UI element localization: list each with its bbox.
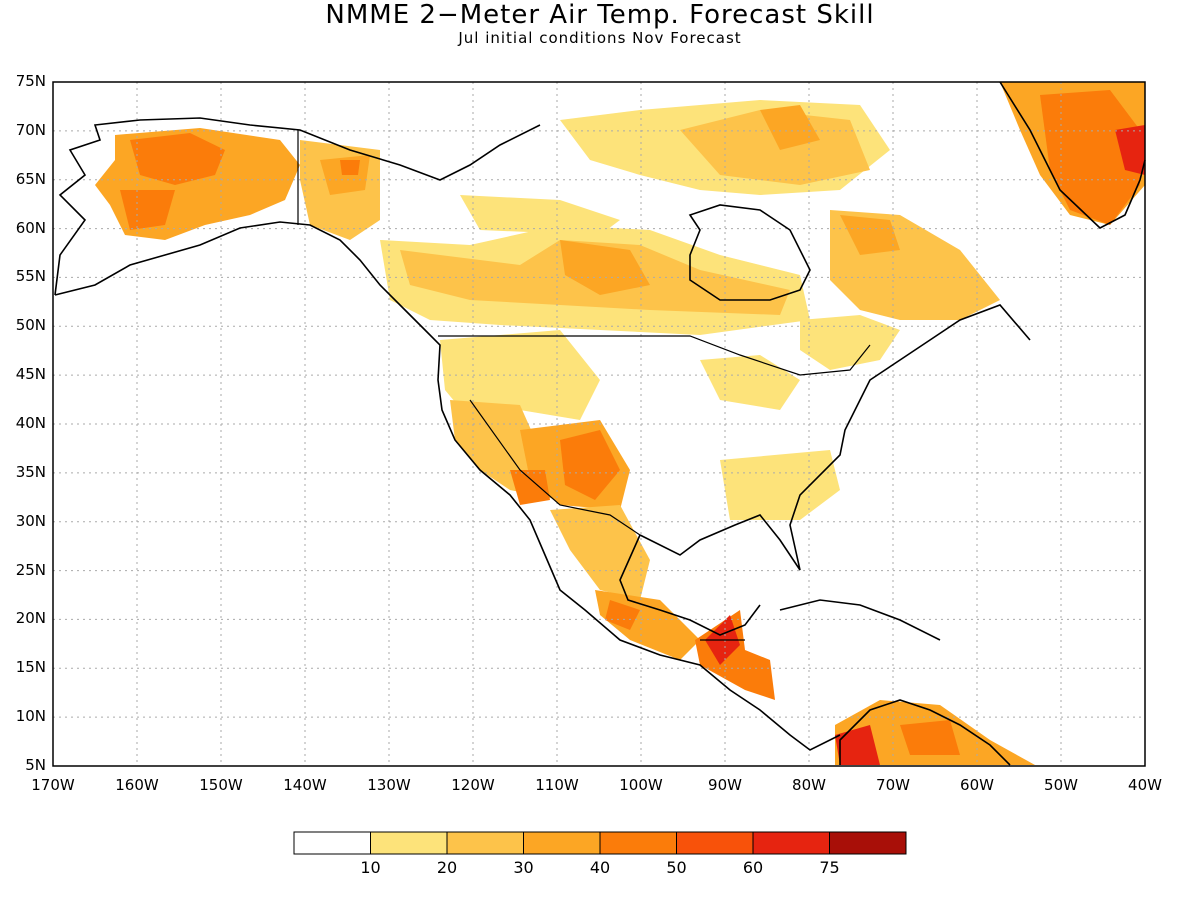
lat-tick-label: 75N (15, 72, 46, 90)
map-title: NMME 2−Meter Air Temp. Forecast Skill (325, 0, 875, 30)
graticule (53, 82, 1145, 766)
lat-tick-label: 50N (15, 316, 46, 335)
lat-tick-label: 25N (15, 560, 46, 579)
colorbar-swatch (293, 831, 371, 855)
colorbar-label: 60 (742, 858, 764, 877)
colorbar-swatch (523, 831, 601, 855)
lon-tick-label: 160W (115, 776, 159, 794)
lon-tick-label: 70W (876, 776, 910, 794)
colorbar-swatch (599, 831, 677, 855)
map-frame (52, 81, 1146, 767)
lat-tick-label: 60N (15, 218, 46, 237)
lon-tick-label: 130W (367, 776, 411, 794)
lon-tick-label: 110W (535, 776, 579, 794)
lon-tick-label: 100W (619, 776, 663, 794)
lon-tick-label: 40W (1128, 776, 1162, 794)
lon-tick-label: 120W (451, 776, 495, 794)
lon-tick-label: 80W (792, 776, 826, 794)
lat-tick-label: 55N (15, 267, 46, 286)
lat-tick-label: 5N (25, 756, 46, 774)
lon-tick-label: 60W (960, 776, 994, 794)
lon-tick-label: 170W (31, 776, 75, 794)
skill-shading (95, 82, 1145, 765)
colorbar-swatch (370, 831, 448, 855)
colorbar-label: 10 (360, 858, 381, 877)
lat-tick-label: 20N (15, 609, 46, 628)
lat-tick-label: 45N (15, 365, 46, 384)
colorbar (293, 831, 907, 855)
lat-tick-label: 65N (15, 169, 46, 188)
lat-tick-label: 10N (15, 707, 46, 726)
colorbar-swatch (829, 831, 907, 855)
colorbar-label: 75 (819, 858, 840, 877)
colorbar-label: 50 (666, 858, 687, 877)
lon-tick-label: 140W (283, 776, 327, 794)
colorbar-swatch (676, 831, 754, 855)
lat-tick-label: 40N (15, 414, 46, 432)
coastlines (54, 81, 1146, 766)
colorbar-label: 30 (513, 858, 534, 877)
map-subtitle: Jul initial conditions Nov Forecast (458, 29, 742, 47)
lon-tick-label: 50W (1044, 776, 1078, 794)
colorbar-label: 40 (589, 858, 611, 877)
lon-tick-label: 90W (708, 776, 742, 794)
colorbar-swatch (752, 831, 830, 855)
lon-tick-label: 150W (199, 776, 243, 794)
lat-tick-label: 15N (15, 658, 46, 677)
political-borders (297, 130, 871, 641)
lat-tick-label: 70N (15, 120, 46, 139)
lat-tick-label: 30N (15, 511, 46, 530)
lat-tick-label: 35N (15, 462, 46, 481)
colorbar-label: 20 (436, 858, 458, 877)
colorbar-swatch (446, 831, 524, 855)
